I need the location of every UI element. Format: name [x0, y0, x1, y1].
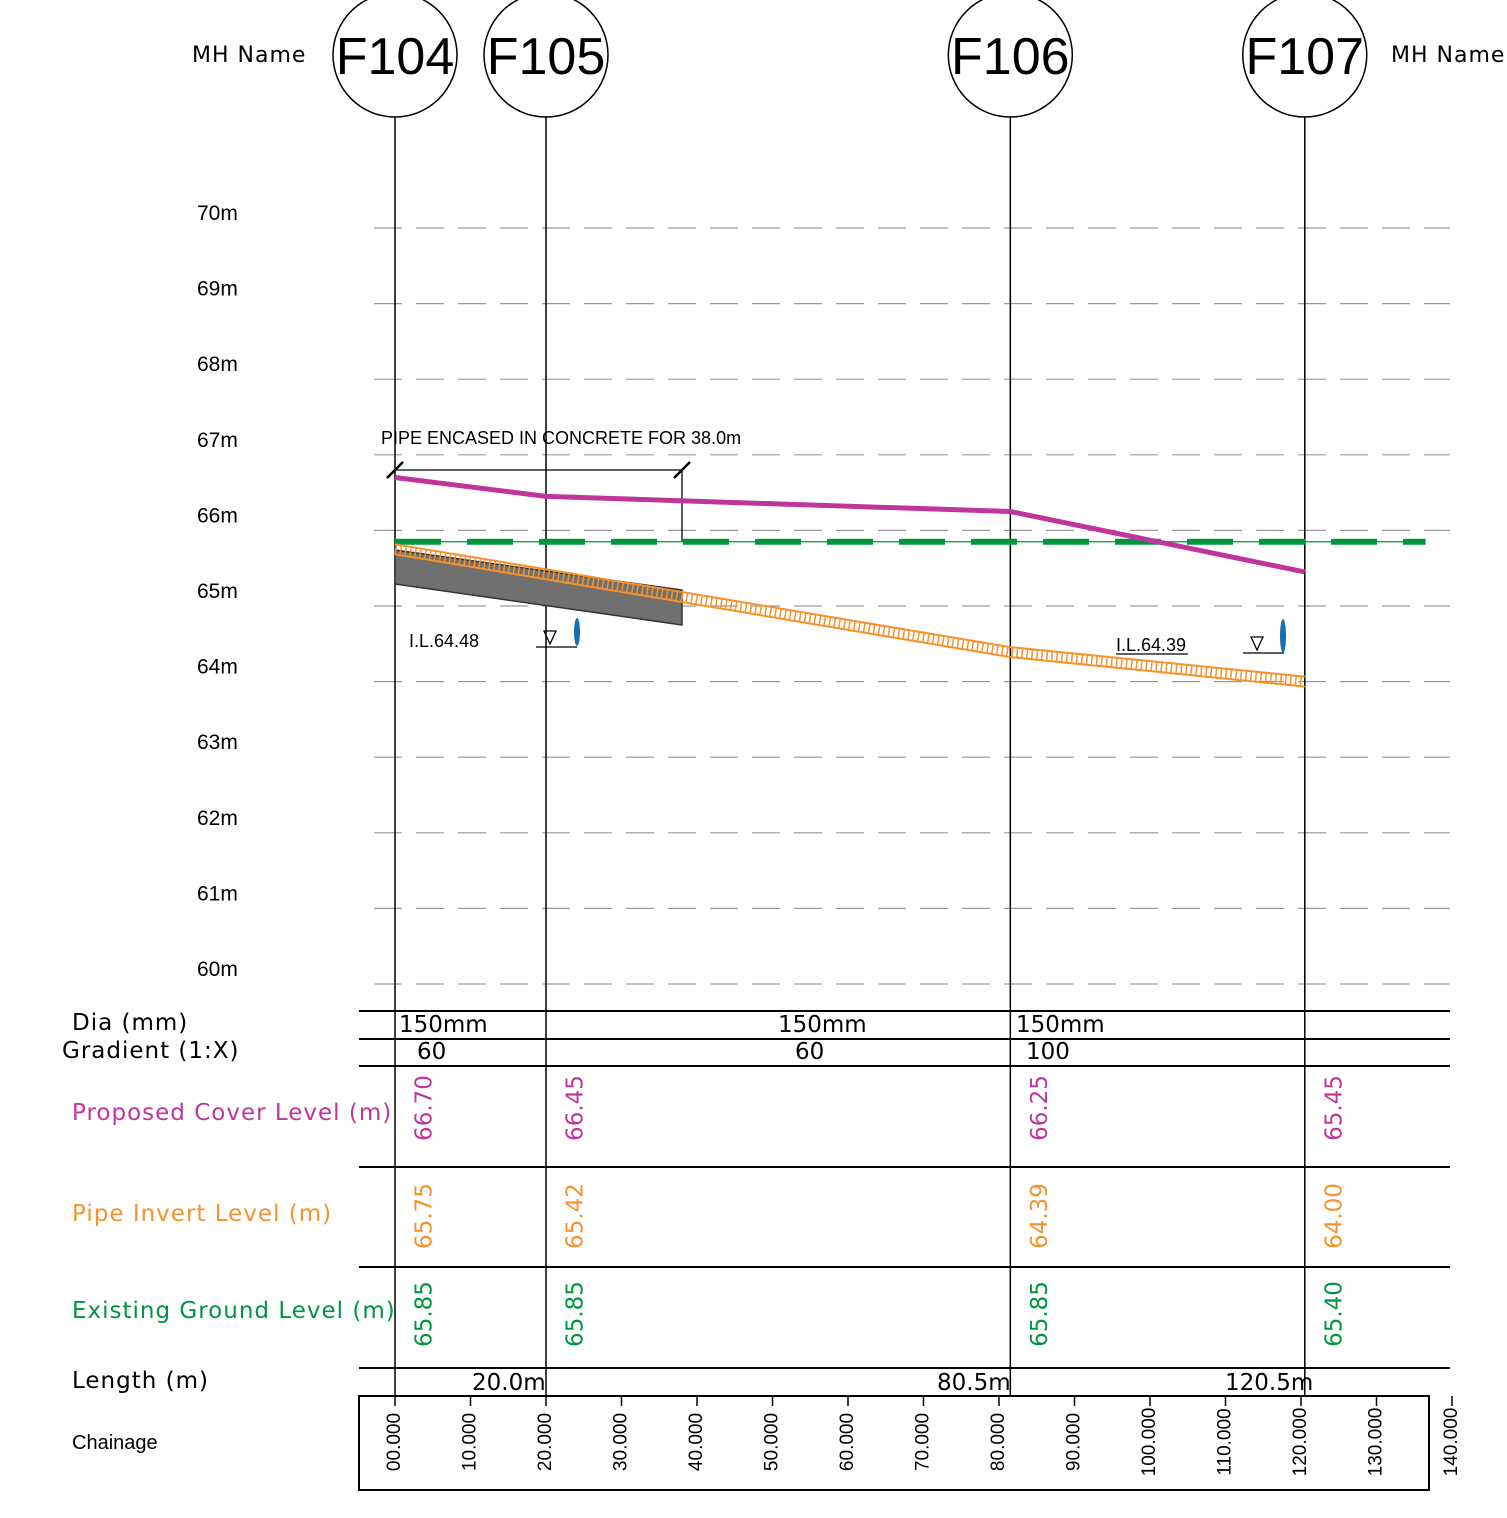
invert-annotation-2: I.L.64.39 — [1116, 619, 1286, 655]
chainage-tick-label: 130.000 — [1366, 1408, 1387, 1477]
level-value-cell: 65.45 — [1321, 1075, 1347, 1141]
level-value-cell: 66.70 — [412, 1075, 438, 1141]
level-value-cell: 66.45 — [563, 1075, 589, 1141]
chainage-tick-label: 110.000 — [1215, 1408, 1236, 1475]
elevation-label: 61m — [197, 882, 238, 905]
row-label-length: Length (m) — [72, 1368, 209, 1394]
level-value-cell: 65.85 — [1027, 1281, 1053, 1347]
row-label-cover: Proposed Cover Level (m) — [72, 1100, 392, 1126]
chainage-tick-label: 60.000 — [837, 1413, 858, 1471]
chainage-tick-label: 00.000 — [384, 1413, 405, 1471]
row-label-ground: Existing Ground Level (m) — [72, 1298, 396, 1324]
chainage-box — [358, 1395, 1430, 1491]
gradient-cell: 60 — [417, 1039, 446, 1065]
length-cell: 120.5m — [1225, 1370, 1313, 1396]
chainage-tick-label: 40.000 — [686, 1413, 707, 1471]
elevation-label: 62m — [197, 807, 238, 830]
row-label-gradient: Gradient (1:X) — [62, 1038, 240, 1064]
manhole-circle — [1242, 0, 1368, 118]
manhole-name: F104 — [336, 28, 455, 86]
elevation-label: 67m — [197, 429, 238, 452]
chainage-tick-label: 80.000 — [988, 1413, 1009, 1471]
level-value-cell: 64.00 — [1321, 1183, 1347, 1249]
elevation-label: 68m — [197, 353, 238, 376]
manhole-circle — [483, 0, 609, 118]
dia-cell: 150mm — [1016, 1012, 1105, 1038]
level-values: 66.70 66.45 66.25 65.45 65.75 65.42 64.39 64.00… — [412, 1075, 1348, 1347]
elevation-label: 63m — [197, 731, 238, 754]
data-table: Dia (mm) Gradient (1:X) Proposed Cover L… — [62, 1010, 1462, 1491]
elevation-label: 70m — [197, 202, 238, 225]
chainage-tick-label: 70.000 — [913, 1413, 934, 1471]
encasement-dimension: PIPE ENCASED IN CONCRETE FOR 38.0m — [381, 428, 741, 542]
chainage-ticks: 00.000 10.000 20.000 30.000 40.000 50.000 60.0… — [384, 1396, 1462, 1476]
chainage-tick-label: 30.000 — [611, 1413, 632, 1471]
chainage-tick-label: 90.000 — [1064, 1413, 1085, 1471]
length-cell: 20.0m — [472, 1370, 546, 1396]
elevation-label: 66m — [197, 504, 238, 527]
level-value-cell: 64.39 — [1027, 1183, 1053, 1249]
encasement-note: PIPE ENCASED IN CONCRETE FOR 38.0m — [381, 428, 741, 448]
water-drop-icon — [1280, 619, 1286, 653]
gradient-cell: 100 — [1026, 1039, 1070, 1065]
dia-cell: 150mm — [778, 1012, 867, 1038]
chainage-tick-label: 140.000 — [1441, 1408, 1462, 1477]
level-value-cell: 65.75 — [412, 1183, 438, 1249]
level-value-cell: 66.25 — [1027, 1075, 1053, 1141]
elevation-labels: 70m 69m 68m 67m 66m 65m 64m 63m 62m 61m 60m — [197, 202, 238, 981]
manhole-name: F106 — [951, 28, 1070, 86]
pipe-invert-line — [394, 553, 1305, 688]
manholes: F104 F105 F106 F107 — [332, 0, 1368, 1396]
invert-label-1: I.L.64.48 — [409, 631, 479, 651]
water-drop-icon — [574, 618, 580, 646]
chainage-tick-label: 100.000 — [1139, 1408, 1160, 1477]
cover-level-line — [394, 474, 1306, 575]
mh-name-label-left: MH Name — [192, 43, 306, 68]
dia-cell: 150mm — [399, 1012, 488, 1038]
row-label-invert: Pipe Invert Level (m) — [72, 1201, 332, 1227]
level-value-cell: 65.85 — [563, 1281, 589, 1347]
elevation-label: 60m — [197, 958, 238, 981]
row-label-dia: Dia (mm) — [72, 1010, 188, 1036]
mh-name-label-right: MH Name — [1391, 43, 1505, 68]
chainage-tick-label: 50.000 — [762, 1413, 783, 1471]
chainage-tick-label: 10.000 — [460, 1413, 481, 1471]
water-level-triangle-icon — [1249, 636, 1265, 652]
length-cell: 80.5m — [937, 1370, 1011, 1396]
level-value-cell: 65.42 — [563, 1183, 589, 1249]
elevation-grid — [374, 227, 1450, 985]
profile-series — [394, 474, 1426, 688]
elevation-label: 69m — [197, 278, 238, 301]
elevation-label: 65m — [197, 580, 238, 603]
manhole-circle — [332, 0, 458, 118]
level-value-cell: 65.85 — [412, 1281, 438, 1347]
manhole-circle — [947, 0, 1074, 118]
pipe-crown-line — [394, 543, 1305, 678]
gradient-cell: 60 — [795, 1039, 824, 1065]
invert-annotation-1: I.L.64.48 — [409, 618, 580, 651]
level-value-cell: 65.40 — [1321, 1281, 1347, 1347]
manhole-name: F105 — [487, 28, 606, 86]
row-label-chainage: Chainage — [72, 1432, 158, 1454]
chainage-tick-label: 120.000 — [1290, 1408, 1311, 1477]
chainage-tick-label: 20.000 — [535, 1413, 556, 1471]
water-level-triangle-icon — [542, 630, 558, 646]
elevation-label: 64m — [197, 656, 238, 679]
invert-label-2: I.L.64.39 — [1116, 635, 1186, 655]
manhole-name: F107 — [1246, 28, 1365, 86]
